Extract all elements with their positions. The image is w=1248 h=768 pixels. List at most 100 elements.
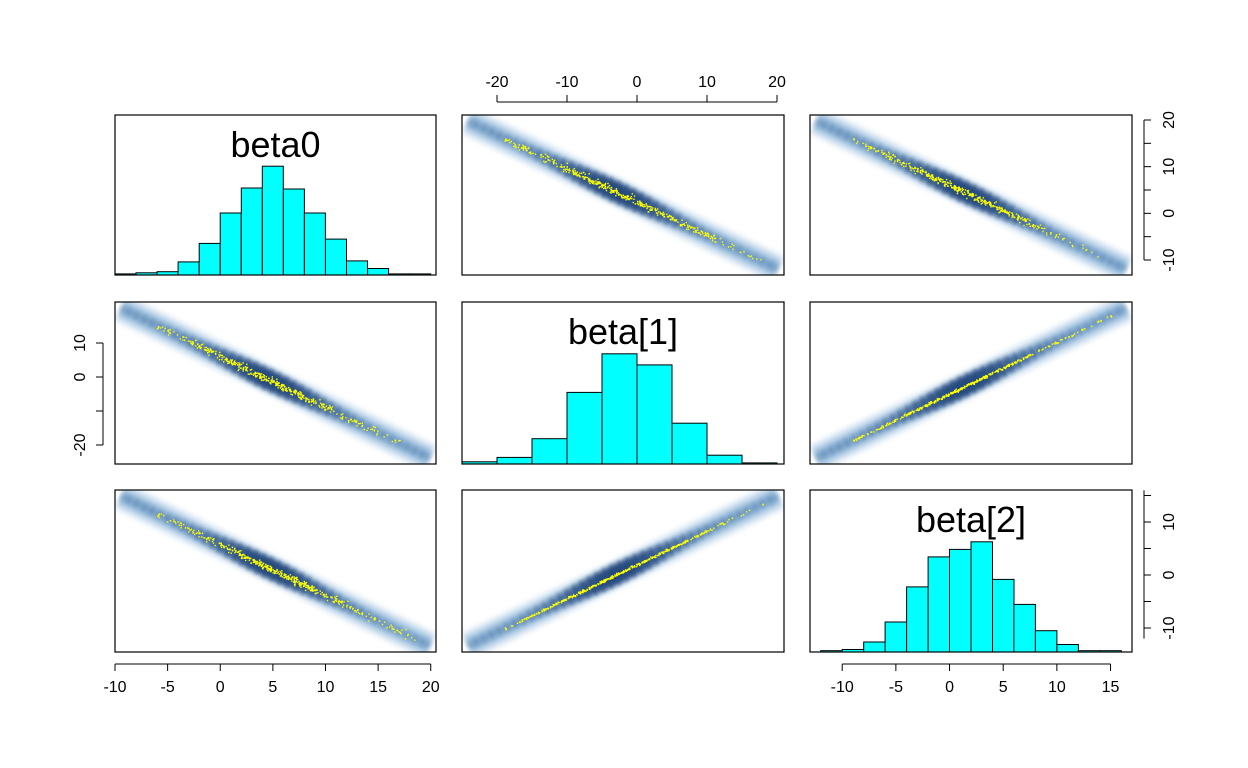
scatter-point xyxy=(276,384,278,386)
scatter-point xyxy=(544,161,546,163)
scatter-point xyxy=(719,237,722,240)
scatter-point xyxy=(245,556,247,558)
scatter-point xyxy=(300,586,302,588)
scatter-point xyxy=(969,193,971,195)
scatter-point xyxy=(899,161,901,164)
scatter-point xyxy=(578,592,580,594)
scatter-point xyxy=(241,554,244,556)
scatter-point xyxy=(157,515,159,518)
scatter-point xyxy=(601,184,603,187)
scatter-point xyxy=(922,170,925,172)
scatter-point xyxy=(989,373,991,375)
scatter-point xyxy=(865,143,867,145)
scatter-point xyxy=(905,163,908,165)
scatter-point xyxy=(307,587,309,590)
scatter-point xyxy=(281,573,283,575)
scatter-point xyxy=(280,384,283,386)
scatter-point xyxy=(576,593,578,596)
tick-label: 0 xyxy=(72,372,89,381)
scatter-point xyxy=(220,544,222,546)
scatter-point xyxy=(553,605,555,607)
density-core xyxy=(958,181,977,205)
scatter-point xyxy=(521,147,523,149)
scatter-point xyxy=(668,214,671,217)
scatter-point xyxy=(707,232,709,234)
scatter-point xyxy=(908,413,910,416)
scatter-point xyxy=(319,399,321,401)
scatter-point xyxy=(361,612,364,614)
scatter-point xyxy=(932,174,934,176)
scatter-point xyxy=(514,143,516,146)
scatter-point xyxy=(522,147,524,150)
histogram-beta[2]: beta[2] xyxy=(820,499,1122,653)
scatter-point xyxy=(610,186,613,189)
scatter-point xyxy=(921,168,924,171)
scatter-point xyxy=(189,340,191,343)
scatter-point xyxy=(885,154,888,156)
scatter-point xyxy=(971,196,973,198)
scatter-point xyxy=(260,375,262,378)
scatter-point xyxy=(253,373,255,375)
scatter-point xyxy=(598,186,600,189)
scatter-point xyxy=(1020,217,1022,220)
scatter-point xyxy=(265,376,267,378)
scatter-point xyxy=(613,189,616,192)
scatter-point xyxy=(671,547,673,549)
scatter-point xyxy=(1012,213,1014,216)
scatter-point xyxy=(957,389,959,392)
scatter-point xyxy=(376,434,378,436)
scatter-point xyxy=(1063,237,1066,240)
scatter-point xyxy=(182,339,184,341)
scatter-point xyxy=(739,251,742,254)
scatter-point xyxy=(361,422,363,424)
scatter-point xyxy=(661,214,664,216)
scatter-point xyxy=(717,525,719,527)
scatter-point xyxy=(953,186,955,188)
scatter-point xyxy=(246,370,248,372)
scatter-point xyxy=(913,170,916,172)
scatter-point xyxy=(325,405,327,407)
scatter-point xyxy=(930,175,932,177)
scatter-point xyxy=(629,568,631,570)
scatter-point xyxy=(672,546,674,548)
scatter-point xyxy=(975,199,977,201)
scatter-point xyxy=(338,600,340,603)
scatter-point xyxy=(177,521,179,523)
scatter-point xyxy=(263,376,265,379)
scatter-point xyxy=(677,221,679,223)
scatter-point xyxy=(352,607,354,609)
scatter-point xyxy=(338,599,340,602)
scatter-point xyxy=(633,195,636,197)
histogram-bar xyxy=(346,260,368,276)
scatter-point xyxy=(254,372,256,374)
scatter-point xyxy=(1003,210,1005,213)
scatter-point xyxy=(234,547,236,550)
scatter-point xyxy=(572,595,575,598)
density-core xyxy=(549,594,565,612)
scatter-point xyxy=(228,544,230,546)
scatter-point xyxy=(719,523,721,525)
density-core xyxy=(1005,353,1022,372)
scatter-point xyxy=(617,574,619,576)
density-core xyxy=(610,181,629,205)
scatter-point xyxy=(710,236,712,238)
scatter-point xyxy=(207,349,209,351)
scatter-point xyxy=(288,575,290,578)
scatter-point xyxy=(540,156,542,158)
scatter-point xyxy=(1042,230,1044,233)
scatter-point xyxy=(963,385,966,387)
scatter-point xyxy=(290,390,293,393)
scatter-point xyxy=(642,204,644,206)
density-core xyxy=(239,359,258,381)
scatter-point xyxy=(328,408,330,410)
scatter-point xyxy=(881,149,883,152)
scatter-point xyxy=(655,212,658,214)
scatter-point xyxy=(857,437,859,440)
scatter-point xyxy=(235,550,237,552)
scatter-point xyxy=(615,189,618,192)
tick-label: -10 xyxy=(103,679,126,696)
scatter-point xyxy=(894,160,896,162)
scatter-point xyxy=(715,241,717,243)
scatter-point xyxy=(213,538,215,540)
